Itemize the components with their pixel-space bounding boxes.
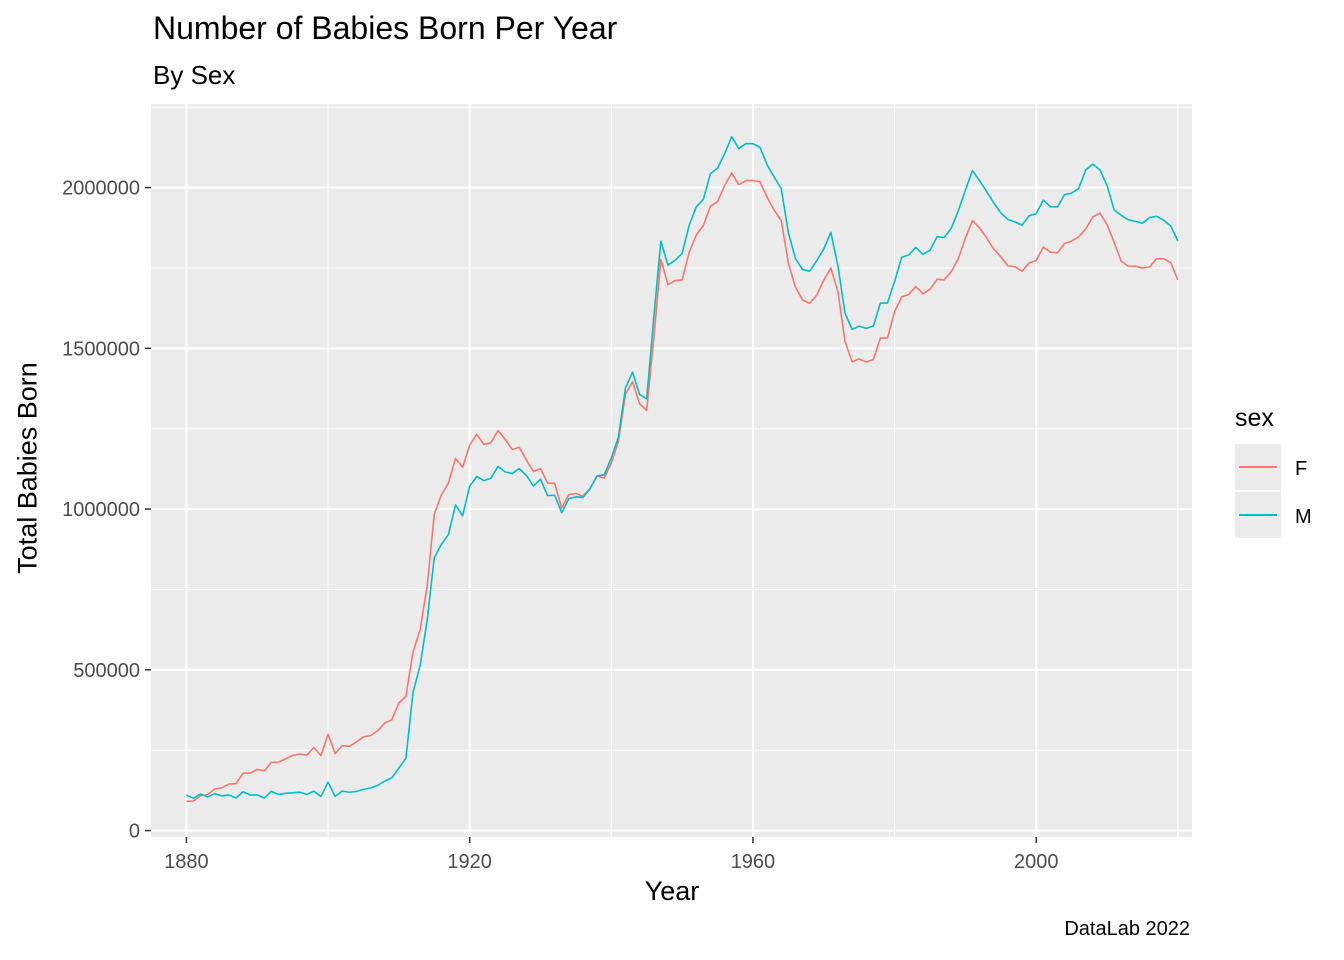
minor-gridlines xyxy=(151,104,1192,837)
x-tick-label: 1880 xyxy=(164,851,209,873)
x-tick-label: 2000 xyxy=(1014,851,1059,873)
y-tick-labels: 0 500000 1000000 1500000 2000000 xyxy=(62,178,140,843)
axis-ticks xyxy=(145,186,1037,843)
x-tick-label: 1960 xyxy=(731,851,776,873)
legend-title: sex xyxy=(1235,404,1274,432)
y-tick-label: 500000 xyxy=(73,660,140,682)
legend-key-f xyxy=(1235,444,1281,490)
series-lines xyxy=(186,135,1179,803)
plot-panel xyxy=(151,104,1192,837)
major-gridlines xyxy=(151,104,1192,837)
chart-caption: DataLab 2022 xyxy=(1064,918,1190,940)
legend-swatch-f xyxy=(1239,466,1277,468)
x-axis-label: Year xyxy=(644,876,700,906)
x-tick-labels: 1880 1920 1960 2000 xyxy=(164,851,1058,873)
y-tick-label: 2000000 xyxy=(62,178,140,200)
legend-label-m: M xyxy=(1295,506,1312,528)
x-tick-label: 1920 xyxy=(447,851,492,873)
series-line-m xyxy=(186,135,1179,799)
legend-swatch-m xyxy=(1239,514,1277,516)
chart-subtitle: By Sex xyxy=(153,60,236,90)
y-axis-label: Total Babies Born xyxy=(12,362,43,574)
legend-label-f: F xyxy=(1295,458,1308,480)
legend-key-m xyxy=(1235,492,1281,538)
series-line-f xyxy=(186,172,1179,803)
y-tick-label: 1500000 xyxy=(62,338,140,360)
y-tick-label: 1000000 xyxy=(62,499,140,521)
chart-title: Number of Babies Born Per Year xyxy=(153,10,618,46)
y-tick-label: 0 xyxy=(129,821,140,843)
